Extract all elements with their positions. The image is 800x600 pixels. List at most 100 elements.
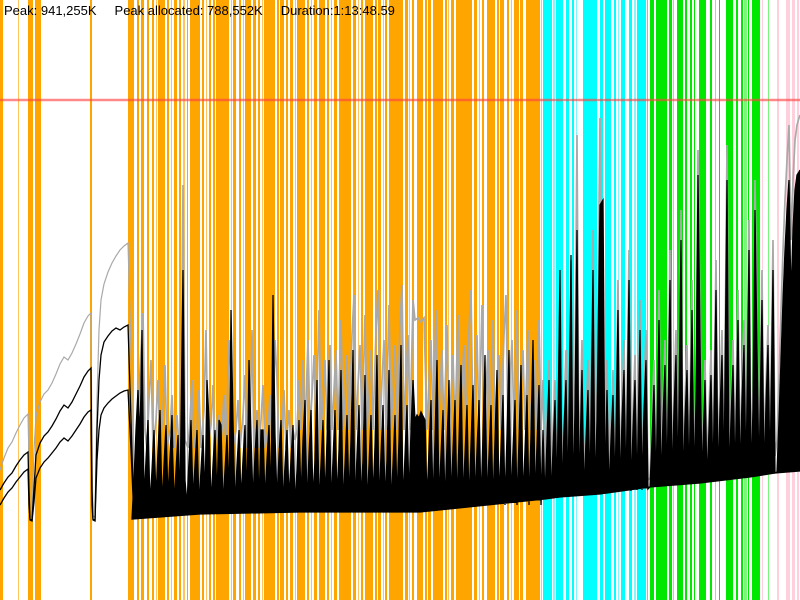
event-band bbox=[286, 0, 288, 600]
event-band bbox=[583, 0, 597, 600]
event-band bbox=[171, 0, 172, 600]
event-band bbox=[358, 0, 359, 600]
event-band bbox=[190, 0, 200, 600]
event-band bbox=[514, 0, 519, 600]
event-band bbox=[137, 0, 139, 600]
event-band bbox=[0, 0, 3, 600]
event-band bbox=[365, 0, 373, 600]
event-band bbox=[634, 0, 636, 600]
event-band bbox=[614, 0, 616, 600]
event-band bbox=[152, 0, 154, 600]
event-band bbox=[456, 0, 472, 600]
event-band bbox=[239, 0, 241, 600]
event-band bbox=[90, 0, 92, 600]
event-band bbox=[213, 0, 215, 600]
event-band bbox=[507, 0, 509, 600]
event-band bbox=[719, 0, 720, 600]
event-band bbox=[385, 0, 387, 600]
event-band bbox=[319, 0, 325, 600]
event-band bbox=[526, 0, 540, 600]
event-band bbox=[726, 0, 733, 600]
event-band bbox=[179, 0, 181, 600]
event-band bbox=[699, 0, 706, 600]
event-band bbox=[553, 0, 555, 600]
event-band bbox=[361, 0, 363, 600]
current-memory-series-area bbox=[131, 169, 800, 520]
event-band bbox=[541, 0, 542, 600]
event-band bbox=[566, 0, 569, 600]
event-band bbox=[314, 0, 317, 600]
event-band bbox=[741, 0, 743, 600]
event-band bbox=[307, 0, 309, 600]
event-band bbox=[167, 0, 169, 600]
event-band bbox=[605, 0, 611, 600]
event-band bbox=[253, 0, 256, 600]
event-band bbox=[202, 0, 204, 600]
event-band bbox=[621, 0, 625, 600]
event-band bbox=[629, 0, 632, 600]
event-band bbox=[768, 0, 769, 600]
event-band bbox=[327, 0, 329, 600]
peak-memory-series-line-left bbox=[0, 241, 135, 518]
event-band bbox=[445, 0, 447, 600]
event-band bbox=[156, 0, 157, 600]
event-band bbox=[511, 0, 512, 600]
event-band bbox=[295, 0, 296, 600]
event-band bbox=[262, 0, 263, 600]
event-band bbox=[744, 0, 747, 600]
event-band bbox=[28, 0, 33, 600]
event-band bbox=[448, 0, 449, 600]
allocated-memory-series-line-left bbox=[0, 389, 135, 523]
event-band bbox=[209, 0, 211, 600]
event-band bbox=[474, 0, 477, 600]
event-band bbox=[425, 0, 427, 600]
event-band bbox=[543, 0, 552, 600]
event-band bbox=[311, 0, 312, 600]
event-band bbox=[650, 0, 654, 600]
event-band bbox=[383, 0, 384, 600]
event-band bbox=[264, 0, 275, 600]
event-band bbox=[451, 0, 454, 600]
event-band bbox=[297, 0, 305, 600]
event-band bbox=[694, 0, 695, 600]
event-band bbox=[147, 0, 149, 600]
event-band bbox=[290, 0, 293, 600]
event-band bbox=[417, 0, 423, 600]
event-band bbox=[673, 0, 674, 600]
event-band bbox=[277, 0, 279, 600]
event-band bbox=[409, 0, 410, 600]
event-band bbox=[685, 0, 687, 600]
event-band bbox=[637, 0, 646, 600]
event-band bbox=[647, 0, 648, 600]
event-band bbox=[482, 0, 484, 600]
event-band bbox=[18, 0, 19, 600]
event-band bbox=[500, 0, 504, 600]
event-band bbox=[233, 0, 236, 600]
event-band bbox=[656, 0, 667, 600]
event-band bbox=[520, 0, 523, 600]
event-band bbox=[375, 0, 377, 600]
event-band bbox=[35, 0, 41, 600]
event-band bbox=[174, 0, 177, 600]
event-band bbox=[245, 0, 251, 600]
event-band bbox=[710, 0, 712, 600]
event-band bbox=[428, 0, 431, 600]
event-band bbox=[572, 0, 574, 600]
memory-series-layer bbox=[0, 114, 800, 523]
event-band bbox=[777, 0, 779, 600]
event-band bbox=[206, 0, 207, 600]
event-band bbox=[158, 0, 165, 600]
event-band bbox=[141, 0, 144, 600]
event-band bbox=[433, 0, 443, 600]
event-band bbox=[405, 0, 408, 600]
event-band bbox=[487, 0, 495, 600]
event-band bbox=[378, 0, 381, 600]
event-band bbox=[231, 0, 232, 600]
event-band bbox=[128, 0, 134, 600]
event-band bbox=[187, 0, 188, 600]
event-band bbox=[497, 0, 499, 600]
event-band bbox=[280, 0, 284, 600]
event-band bbox=[243, 0, 244, 600]
